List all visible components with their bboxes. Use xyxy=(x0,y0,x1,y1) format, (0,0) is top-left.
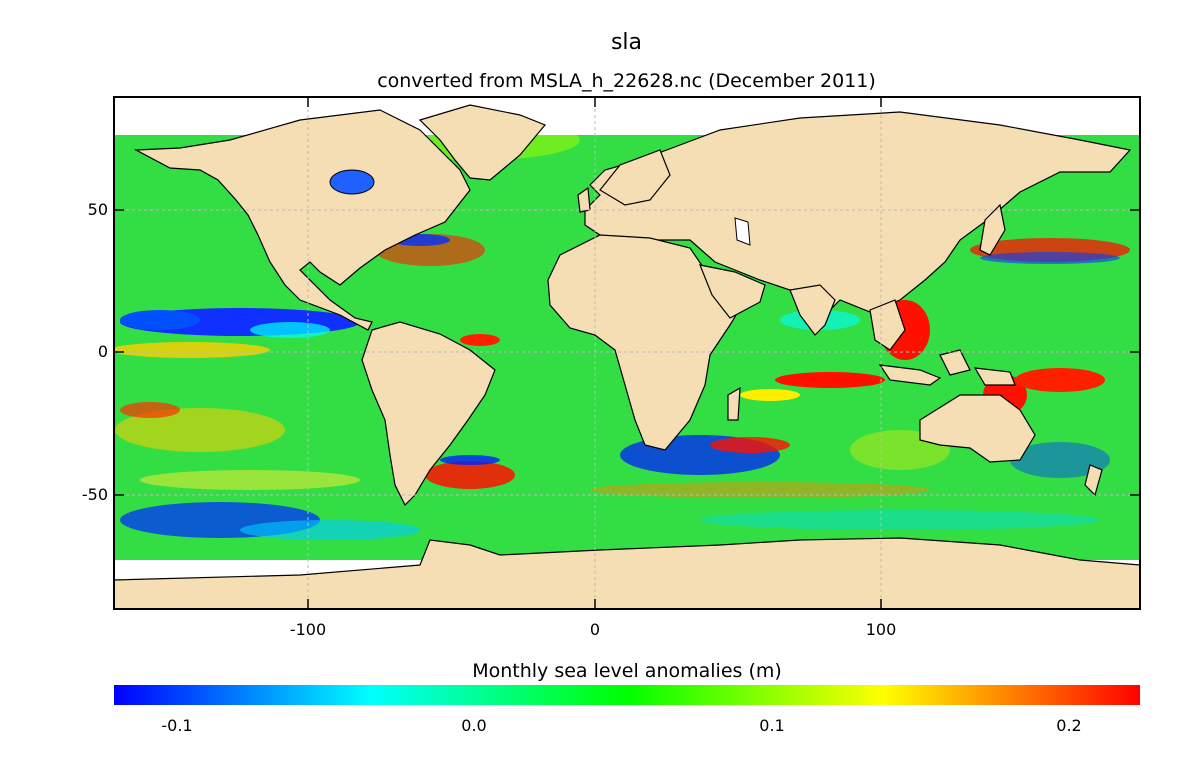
land-masses xyxy=(114,104,1140,609)
chart-title: sla xyxy=(610,30,643,55)
tick-marks xyxy=(114,97,1140,609)
x-tick-label: 0 xyxy=(589,620,601,639)
colorbar-tick-label: -0.1 xyxy=(161,716,193,735)
y-tick-label: 0 xyxy=(97,342,108,361)
colorbar-tick-label: 0.1 xyxy=(759,716,785,735)
y-tick-label: 50 xyxy=(87,200,108,219)
map-frame xyxy=(113,96,1141,610)
caspian-sea xyxy=(734,217,751,246)
y-tick-label: -50 xyxy=(81,485,108,504)
colorbar-tick-label: 0.0 xyxy=(461,716,487,735)
colorbar-label: Monthly sea level anomalies (m) xyxy=(472,660,782,682)
colorbar-tick-label: 0.2 xyxy=(1056,716,1082,735)
colorbar xyxy=(114,685,1140,705)
chart-subtitle: converted from MSLA_h_22628.nc (December… xyxy=(377,70,876,92)
x-tick-label: -100 xyxy=(289,620,327,639)
gridlines xyxy=(114,97,1140,609)
hudson-bay xyxy=(329,169,375,195)
x-tick-label: 100 xyxy=(865,620,897,639)
